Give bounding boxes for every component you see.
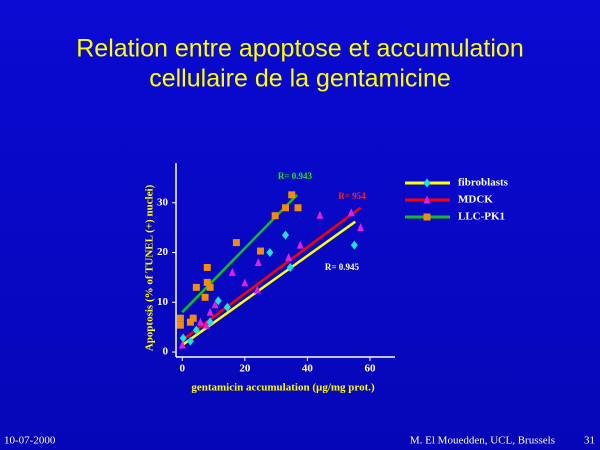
- y-tick-label: 20: [157, 246, 169, 258]
- legend-label: fibroblasts: [458, 177, 509, 189]
- point: [202, 320, 210, 329]
- point: [192, 325, 200, 335]
- point: [350, 240, 358, 250]
- x-tick-label: 40: [302, 363, 314, 375]
- point: [189, 314, 197, 322]
- x-tick-label: 60: [364, 363, 376, 375]
- point: [196, 317, 204, 326]
- point: [254, 257, 262, 266]
- footer-author: M. El Mouedden, UCL, Brussels: [410, 435, 555, 447]
- point: [347, 208, 355, 217]
- point: [178, 340, 186, 349]
- footer-date: 10-07-2000: [4, 435, 56, 447]
- point: [223, 302, 231, 312]
- point: [186, 318, 194, 326]
- point: [206, 317, 214, 327]
- point: [271, 212, 279, 220]
- point: [176, 321, 184, 329]
- point: [316, 210, 324, 219]
- fit-line: [181, 193, 298, 314]
- fit-line: [181, 206, 362, 342]
- point: [241, 278, 249, 287]
- legend-label: LLC-PK1: [458, 211, 505, 223]
- legend-label: MDCK: [458, 194, 493, 206]
- point: [203, 263, 211, 271]
- point: [266, 248, 274, 258]
- annotation: R= 0.943: [278, 171, 313, 181]
- legend-marker: [423, 195, 431, 204]
- point: [186, 336, 194, 346]
- point: [201, 293, 209, 301]
- point: [282, 204, 289, 212]
- point: [282, 230, 289, 240]
- point: [211, 300, 219, 309]
- point: [206, 307, 214, 316]
- point: [357, 223, 365, 232]
- y-tick-label: 10: [157, 296, 169, 308]
- point: [214, 296, 222, 306]
- point: [285, 253, 293, 262]
- x-axis-label: gentamicin accumulation (µg/mg prot.): [191, 382, 375, 394]
- subtitle: cellulaire de la gentamicine: [149, 65, 451, 93]
- point: [203, 278, 211, 286]
- point: [228, 267, 236, 276]
- y-tick-label: 0: [163, 346, 169, 358]
- point: [256, 247, 264, 255]
- title: Relation entre apoptose et accumulation: [76, 35, 524, 63]
- point: [288, 191, 296, 199]
- x-tick-label: 0: [180, 363, 186, 375]
- point: [253, 285, 261, 294]
- point: [206, 283, 214, 291]
- annotation: R= 954: [338, 191, 366, 201]
- point: [286, 262, 294, 272]
- point: [176, 314, 184, 322]
- point: [179, 333, 187, 343]
- y-axis-label: Apoptosis (% of TUNEL (+) nuclei): [144, 184, 156, 351]
- legend-marker: [423, 213, 431, 221]
- annotation: R= 0.945: [325, 262, 360, 272]
- footer-page: 31: [584, 435, 595, 447]
- point: [296, 240, 304, 249]
- point: [192, 283, 200, 291]
- point: [232, 239, 240, 247]
- point: [294, 204, 302, 212]
- x-tick-label: 20: [239, 363, 251, 375]
- y-tick-label: 30: [157, 196, 169, 208]
- legend-marker: [423, 178, 431, 188]
